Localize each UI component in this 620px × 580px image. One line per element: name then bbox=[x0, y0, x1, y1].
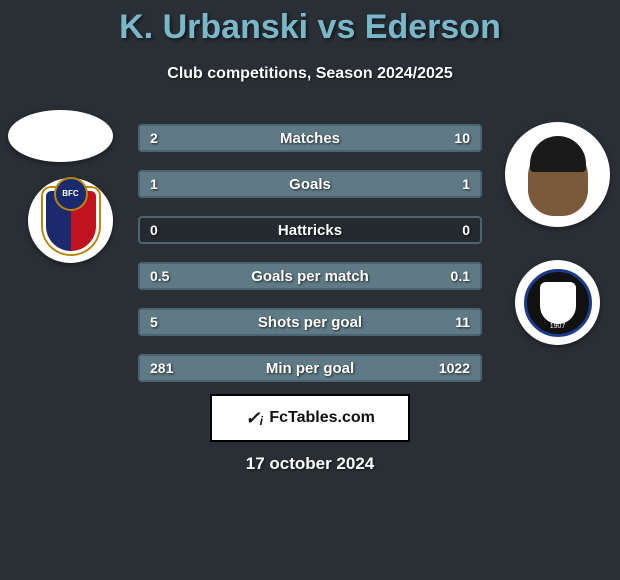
banner-text: FcTables.com bbox=[269, 409, 375, 427]
stat-label: Hattricks bbox=[140, 222, 480, 239]
comparison-date: 17 october 2024 bbox=[0, 454, 620, 474]
stat-row-goals: 1 Goals 1 bbox=[138, 170, 482, 198]
stat-value-right: 11 bbox=[455, 314, 470, 330]
stat-value-right: 0.1 bbox=[451, 268, 470, 284]
face-icon bbox=[528, 146, 588, 216]
stat-label: Goals per match bbox=[140, 268, 480, 285]
stat-row-shots-per-goal: 5 Shots per goal 11 bbox=[138, 308, 482, 336]
comparison-title: K. Urbanski vs Ederson bbox=[0, 0, 620, 47]
comparison-subtitle: Club competitions, Season 2024/2025 bbox=[0, 65, 620, 83]
stat-value-right: 0 bbox=[462, 222, 470, 238]
fctables-banner: ✓ᵢ FcTables.com bbox=[210, 394, 410, 442]
stat-label: Shots per goal bbox=[140, 314, 480, 331]
stat-label: Min per goal bbox=[140, 360, 480, 377]
stat-value-right: 1 bbox=[462, 176, 470, 192]
chart-icon: ✓ᵢ bbox=[245, 408, 263, 429]
stat-row-hattricks: 0 Hattricks 0 bbox=[138, 216, 482, 244]
club-right-badge bbox=[515, 260, 600, 345]
player-left-avatar bbox=[8, 110, 113, 162]
stat-row-matches: 2 Matches 10 bbox=[138, 124, 482, 152]
stats-container: 2 Matches 10 1 Goals 1 0 Hattricks 0 0.5… bbox=[138, 124, 482, 400]
stat-label: Matches bbox=[140, 130, 480, 147]
player-right-avatar bbox=[505, 122, 610, 227]
stat-value-right: 1022 bbox=[439, 360, 470, 376]
club-left-badge bbox=[28, 178, 113, 263]
stat-label: Goals bbox=[140, 176, 480, 193]
bologna-crest-icon bbox=[43, 188, 99, 254]
stat-value-right: 10 bbox=[454, 130, 470, 146]
stat-row-goals-per-match: 0.5 Goals per match 0.1 bbox=[138, 262, 482, 290]
stat-row-min-per-goal: 281 Min per goal 1022 bbox=[138, 354, 482, 382]
atalanta-crest-icon bbox=[524, 269, 592, 337]
